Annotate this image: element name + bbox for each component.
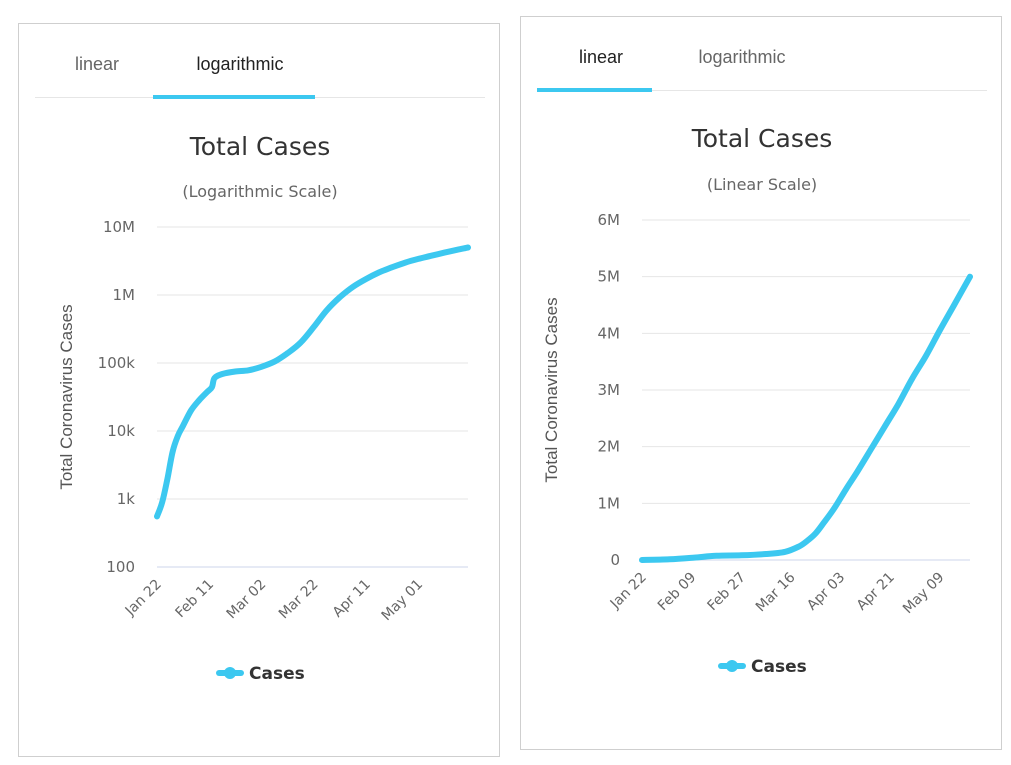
x-tick-label: Mar 22 <box>276 577 322 623</box>
linear-chart: Total Cases (Linear Scale) 0 1M 2M 3M 4M 5M 6M To… <box>542 124 973 677</box>
log-chart: Total Cases (Logarithmic Scale) 100 1k 10k 10… <box>57 132 471 684</box>
y-tick-label: 1M <box>598 494 621 512</box>
series-line-cases <box>639 273 973 563</box>
y-tick-label: 10k <box>107 422 135 440</box>
chart-panel-linear: linear logarithmic Total Cases (Linear Sc… <box>520 16 1002 750</box>
y-tick-label: 10M <box>103 218 135 236</box>
y-tick-label: 0 <box>610 551 620 569</box>
legend-marker <box>224 667 236 679</box>
y-axis-title: Total Coronavirus Cases <box>57 304 76 489</box>
legend-item-cases: Cases <box>249 664 305 684</box>
y-tick-label: 2M <box>598 438 621 456</box>
series-line-cases <box>154 244 471 520</box>
legend-marker <box>726 660 738 672</box>
tab-logarithmic[interactable]: logarithmic <box>196 54 284 74</box>
x-tick-label: Mar 16 <box>753 569 799 615</box>
legend-item-cases: Cases <box>751 657 807 677</box>
active-tab-indicator <box>153 95 315 99</box>
y-tick-label: 4M <box>598 324 621 342</box>
y-tick-label: 1k <box>117 490 136 508</box>
y-tick-label: 5M <box>598 268 621 286</box>
x-tick-label: Feb 27 <box>704 570 749 615</box>
chart-panel-logarithmic: linear logarithmic Total Cases (Logarithm… <box>18 23 500 757</box>
chart-title: Total Cases <box>189 132 331 161</box>
y-tick-label: 3M <box>598 381 621 399</box>
x-tick-label: Jan 22 <box>122 577 165 620</box>
y-tick-label: 100k <box>98 354 136 372</box>
x-tick-label: Jan 22 <box>607 570 650 613</box>
chart-title: Total Cases <box>691 124 833 153</box>
y-axis-title: Total Coronavirus Cases <box>542 297 561 482</box>
y-tick-label: 6M <box>598 211 621 229</box>
chart-subtitle: (Logarithmic Scale) <box>182 182 337 201</box>
tab-logarithmic[interactable]: logarithmic <box>698 47 786 67</box>
x-tick-label: Mar 02 <box>224 577 270 623</box>
tab-linear[interactable]: linear <box>74 54 120 74</box>
active-tab-indicator <box>537 88 652 92</box>
y-tick-label: 100 <box>106 558 135 576</box>
y-tick-label: 1M <box>113 286 136 304</box>
x-tick-label: Apr 21 <box>854 570 898 614</box>
x-tick-label: May 01 <box>379 577 427 625</box>
x-tick-label: Apr 03 <box>804 570 848 614</box>
tab-bar: linear logarithmic <box>35 24 485 99</box>
tab-bar: linear logarithmic <box>537 17 987 92</box>
x-tick-label: May 09 <box>900 570 948 618</box>
x-tick-label: Feb 09 <box>655 570 700 615</box>
x-tick-label: Apr 11 <box>330 577 374 621</box>
tab-linear[interactable]: linear <box>578 47 624 67</box>
x-tick-label: Feb 11 <box>173 577 218 622</box>
chart-subtitle: (Linear Scale) <box>707 175 817 194</box>
